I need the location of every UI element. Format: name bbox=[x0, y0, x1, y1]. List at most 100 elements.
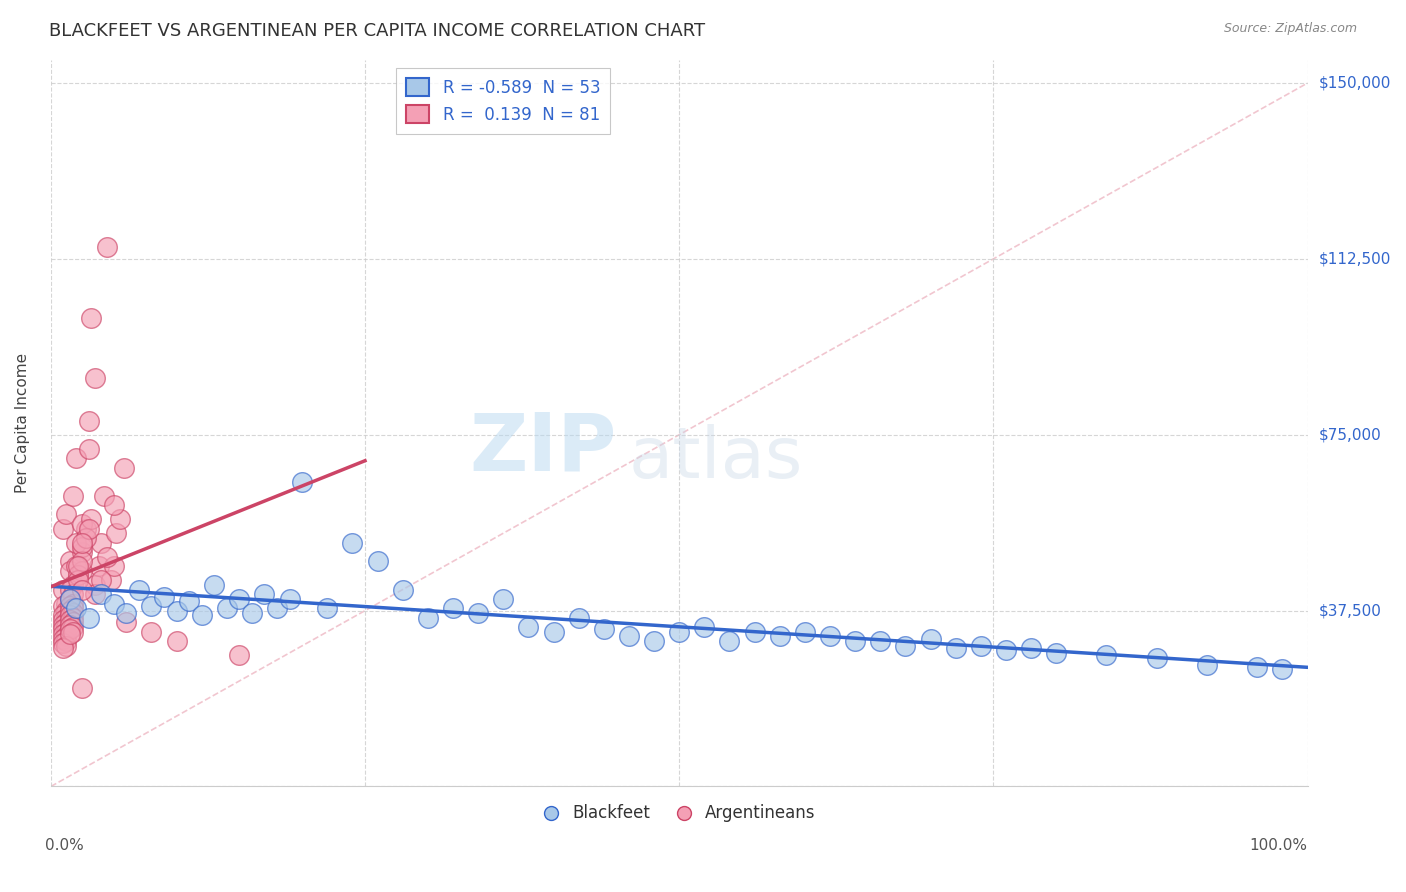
Point bbox=[59, 613, 82, 627]
Point bbox=[59, 617, 82, 632]
Point bbox=[59, 564, 82, 578]
Text: $150,000: $150,000 bbox=[1319, 76, 1391, 91]
Point bbox=[1095, 648, 1118, 663]
Point bbox=[55, 604, 77, 618]
Point bbox=[166, 634, 188, 648]
Point bbox=[62, 620, 84, 634]
Point bbox=[80, 310, 103, 325]
Point bbox=[67, 568, 90, 582]
Point bbox=[90, 587, 112, 601]
Point bbox=[592, 623, 614, 637]
Point bbox=[67, 568, 90, 582]
Point bbox=[643, 634, 665, 648]
Point bbox=[391, 582, 413, 597]
Point bbox=[75, 531, 97, 545]
Point bbox=[52, 613, 75, 627]
Point bbox=[70, 541, 93, 555]
Point bbox=[240, 606, 263, 620]
Point bbox=[492, 591, 515, 606]
Point bbox=[59, 554, 82, 568]
Point bbox=[87, 559, 110, 574]
Point bbox=[70, 554, 93, 568]
Point bbox=[59, 623, 82, 637]
Point bbox=[416, 610, 439, 624]
Point bbox=[128, 582, 150, 597]
Text: $112,500: $112,500 bbox=[1319, 252, 1391, 267]
Point bbox=[190, 608, 212, 623]
Point bbox=[77, 610, 100, 624]
Point bbox=[115, 615, 138, 630]
Point bbox=[166, 604, 188, 618]
Point bbox=[467, 606, 489, 620]
Point bbox=[62, 597, 84, 611]
Point bbox=[202, 578, 225, 592]
Point bbox=[52, 522, 75, 536]
Point bbox=[67, 559, 90, 574]
Point bbox=[62, 624, 84, 639]
Point bbox=[59, 582, 82, 597]
Text: $75,000: $75,000 bbox=[1319, 427, 1381, 442]
Point bbox=[568, 610, 591, 624]
Point bbox=[108, 512, 131, 526]
Point bbox=[543, 624, 565, 639]
Point bbox=[77, 522, 100, 536]
Point bbox=[278, 591, 301, 606]
Point bbox=[52, 623, 75, 637]
Point bbox=[693, 620, 716, 634]
Point bbox=[62, 587, 84, 601]
Point bbox=[55, 629, 77, 643]
Point bbox=[342, 535, 364, 549]
Point bbox=[228, 591, 250, 606]
Text: ZIP: ZIP bbox=[470, 409, 616, 488]
Point bbox=[55, 597, 77, 611]
Point bbox=[100, 573, 122, 587]
Point bbox=[75, 522, 97, 536]
Point bbox=[65, 451, 87, 466]
Point bbox=[103, 597, 125, 611]
Point bbox=[52, 582, 75, 597]
Point bbox=[103, 559, 125, 574]
Point bbox=[744, 624, 766, 639]
Point bbox=[115, 606, 138, 620]
Point bbox=[52, 627, 75, 641]
Point bbox=[62, 606, 84, 620]
Point bbox=[291, 475, 314, 489]
Point bbox=[55, 620, 77, 634]
Point bbox=[77, 442, 100, 456]
Point bbox=[215, 601, 238, 615]
Point bbox=[1146, 650, 1168, 665]
Point bbox=[818, 629, 841, 643]
Point bbox=[65, 535, 87, 549]
Point bbox=[55, 610, 77, 624]
Point bbox=[266, 601, 288, 615]
Point bbox=[52, 632, 75, 646]
Point bbox=[55, 639, 77, 653]
Point bbox=[769, 629, 792, 643]
Point bbox=[228, 648, 250, 663]
Point bbox=[70, 535, 93, 549]
Point bbox=[90, 535, 112, 549]
Point bbox=[441, 601, 464, 615]
Point bbox=[62, 489, 84, 503]
Text: 100.0%: 100.0% bbox=[1250, 838, 1308, 853]
Point bbox=[316, 601, 339, 615]
Point bbox=[153, 590, 176, 604]
Point bbox=[59, 604, 82, 618]
Text: $37,500: $37,500 bbox=[1319, 603, 1382, 618]
Point bbox=[70, 582, 93, 597]
Point bbox=[52, 636, 75, 650]
Point bbox=[970, 639, 993, 653]
Point bbox=[59, 608, 82, 623]
Text: Source: ZipAtlas.com: Source: ZipAtlas.com bbox=[1223, 22, 1357, 36]
Point bbox=[70, 516, 93, 531]
Point bbox=[90, 573, 112, 587]
Point bbox=[1246, 660, 1268, 674]
Point bbox=[1271, 662, 1294, 676]
Point bbox=[52, 617, 75, 632]
Point bbox=[253, 587, 276, 601]
Point bbox=[96, 549, 118, 564]
Point bbox=[59, 591, 82, 606]
Point bbox=[894, 639, 917, 653]
Y-axis label: Per Capita Income: Per Capita Income bbox=[15, 353, 30, 493]
Point bbox=[83, 578, 105, 592]
